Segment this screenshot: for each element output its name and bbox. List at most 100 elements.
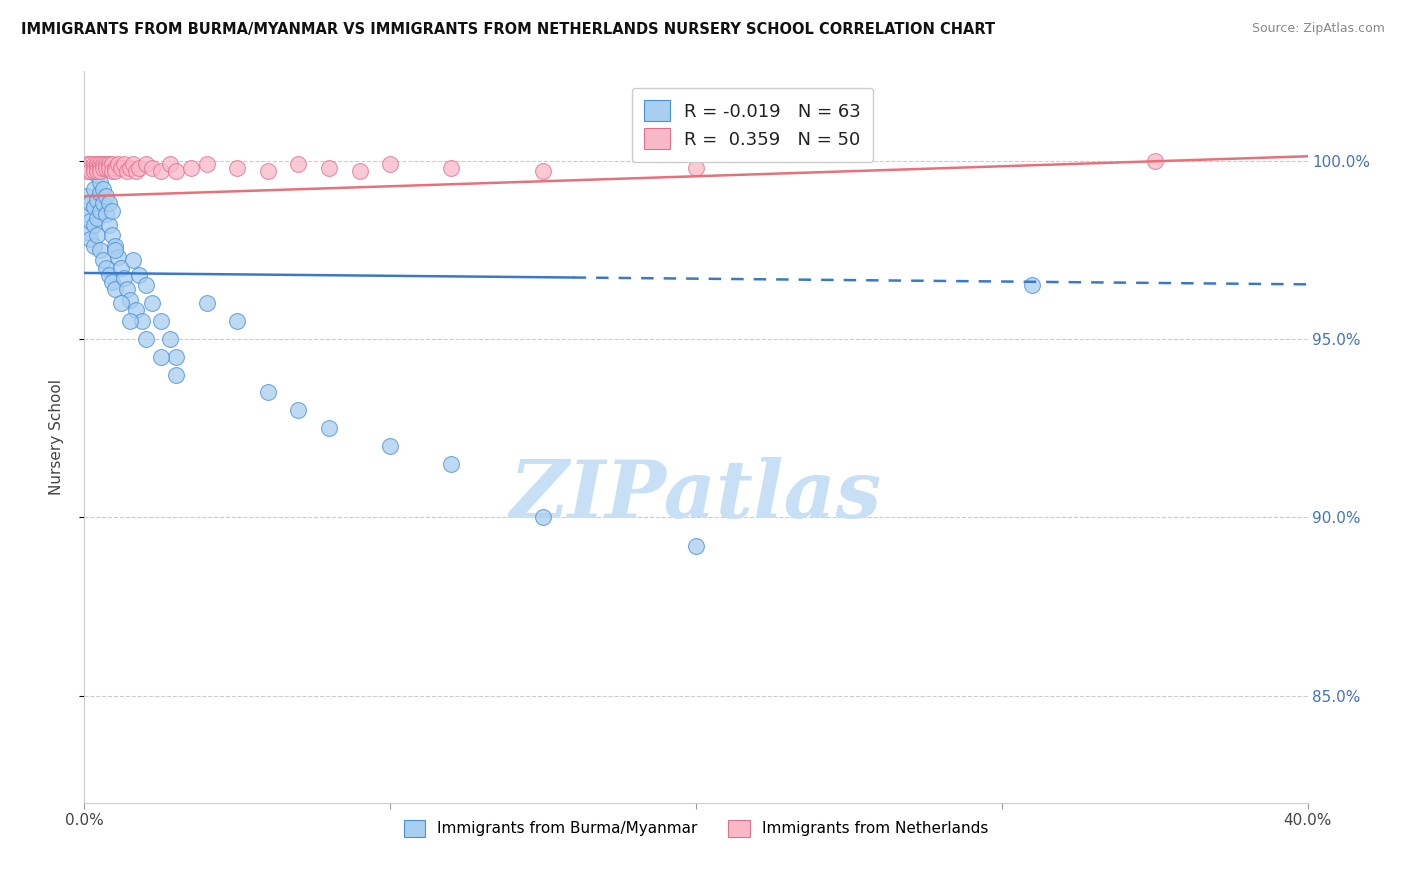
Point	[195, 157, 218, 171]
Point	[135, 278, 157, 293]
Point	[104, 282, 127, 296]
Point	[122, 157, 145, 171]
Point	[91, 182, 114, 196]
Point	[97, 157, 120, 171]
Point	[83, 161, 105, 175]
Point	[141, 161, 163, 175]
Point	[86, 193, 108, 207]
Point	[83, 161, 105, 175]
Legend: Immigrants from Burma/Myanmar, Immigrants from Netherlands: Immigrants from Burma/Myanmar, Immigrant…	[395, 811, 997, 847]
Point	[104, 161, 127, 175]
Point	[86, 164, 108, 178]
Point	[159, 332, 181, 346]
Point	[97, 268, 120, 282]
Point	[79, 232, 101, 246]
Point	[89, 186, 111, 200]
Text: Source: ZipAtlas.com: Source: ZipAtlas.com	[1251, 22, 1385, 36]
Point	[180, 161, 202, 175]
Point	[165, 164, 187, 178]
Point	[76, 207, 98, 221]
Point	[83, 164, 105, 178]
Point	[101, 275, 124, 289]
Text: ZIPatlas: ZIPatlas	[510, 457, 882, 534]
Point	[120, 161, 142, 175]
Point	[122, 253, 145, 268]
Point	[135, 332, 157, 346]
Point	[91, 161, 114, 175]
Point	[349, 164, 371, 178]
Y-axis label: Nursery School: Nursery School	[49, 379, 63, 495]
Point	[110, 161, 132, 175]
Point	[141, 296, 163, 310]
Point	[226, 314, 249, 328]
Point	[86, 211, 108, 225]
Point	[287, 403, 309, 417]
Point	[120, 314, 142, 328]
Point	[104, 164, 127, 178]
Point	[128, 161, 150, 175]
Point	[531, 164, 554, 178]
Point	[83, 239, 105, 253]
Point	[112, 271, 135, 285]
Point	[380, 439, 402, 453]
Point	[149, 350, 172, 364]
Point	[125, 164, 148, 178]
Point	[226, 161, 249, 175]
Point	[94, 260, 117, 275]
Point	[165, 368, 187, 382]
Point	[101, 203, 124, 218]
Point	[89, 203, 111, 218]
Point	[83, 200, 105, 214]
Point	[97, 196, 120, 211]
Point	[531, 510, 554, 524]
Point	[257, 164, 280, 178]
Point	[104, 243, 127, 257]
Point	[79, 214, 101, 228]
Point	[131, 314, 153, 328]
Point	[101, 228, 124, 243]
Point	[101, 164, 124, 178]
Point	[1143, 153, 1166, 168]
Point	[86, 161, 108, 175]
Text: IMMIGRANTS FROM BURMA/MYANMAR VS IMMIGRANTS FROM NETHERLANDS NURSERY SCHOOL CORR: IMMIGRANTS FROM BURMA/MYANMAR VS IMMIGRA…	[21, 22, 995, 37]
Point	[685, 539, 707, 553]
Point	[128, 268, 150, 282]
Point	[1021, 278, 1043, 293]
Point	[115, 282, 138, 296]
Point	[135, 157, 157, 171]
Point	[440, 161, 463, 175]
Point	[94, 189, 117, 203]
Point	[94, 207, 117, 221]
Point	[89, 161, 111, 175]
Point	[76, 164, 98, 178]
Point	[79, 157, 101, 171]
Point	[89, 157, 111, 171]
Point	[83, 218, 105, 232]
Point	[86, 228, 108, 243]
Point	[76, 161, 98, 175]
Point	[79, 164, 101, 178]
Point	[104, 239, 127, 253]
Point	[76, 225, 98, 239]
Point	[94, 161, 117, 175]
Point	[257, 385, 280, 400]
Point	[101, 157, 124, 171]
Point	[91, 157, 114, 171]
Point	[440, 457, 463, 471]
Point	[120, 293, 142, 307]
Point	[97, 218, 120, 232]
Point	[165, 350, 187, 364]
Point	[107, 250, 129, 264]
Point	[89, 243, 111, 257]
Point	[76, 157, 98, 171]
Point	[83, 182, 105, 196]
Point	[89, 164, 111, 178]
Point	[318, 161, 340, 175]
Point	[97, 161, 120, 175]
Point	[125, 303, 148, 318]
Point	[380, 157, 402, 171]
Point	[86, 168, 108, 182]
Point	[287, 157, 309, 171]
Point	[195, 296, 218, 310]
Point	[318, 421, 340, 435]
